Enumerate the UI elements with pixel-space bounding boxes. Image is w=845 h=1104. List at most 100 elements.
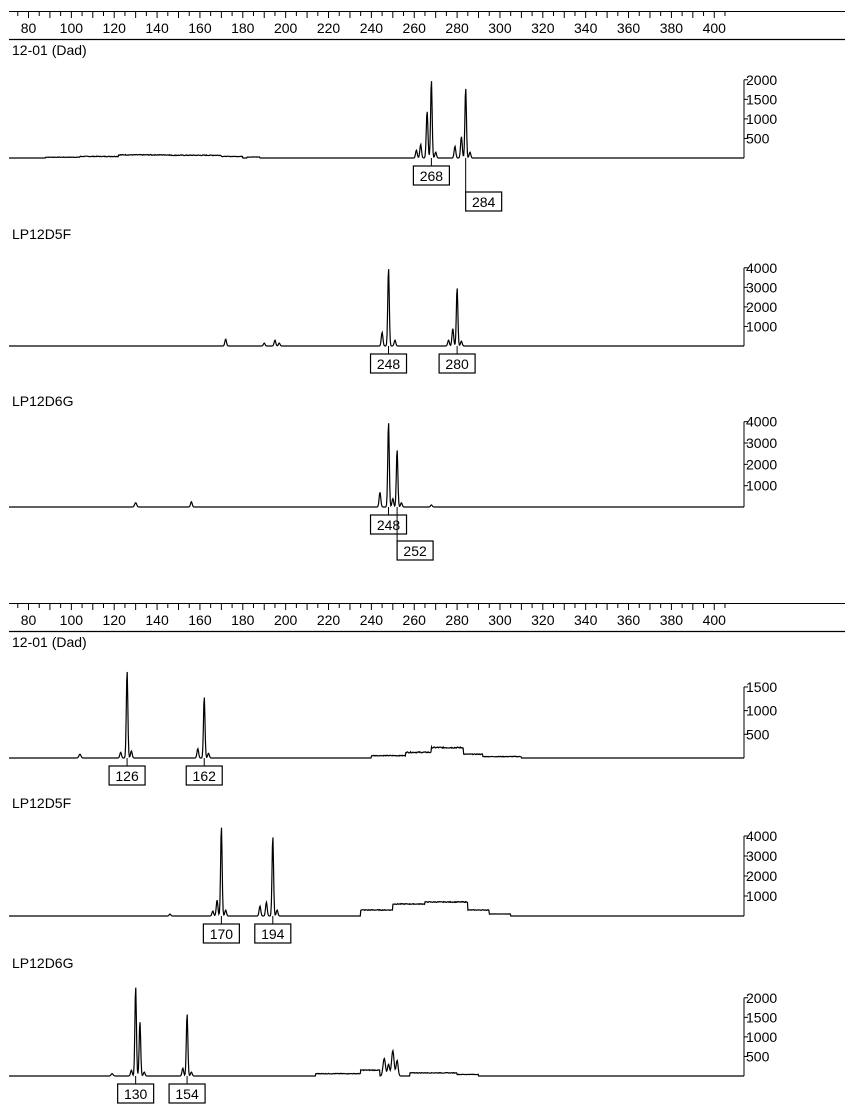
trace-lp12d5f: LP12D5F 4000 3000 2000 1000 248 280	[9, 226, 777, 374]
peak-label-box	[396, 540, 434, 561]
y-tick-label: 500	[746, 726, 770, 742]
x-tick-label: 300	[488, 612, 512, 628]
y-tick-label: 3000	[746, 848, 777, 864]
x-tick-label: 260	[403, 612, 427, 628]
peak-label-text: 248	[377, 356, 401, 372]
x-tick-label: 400	[703, 20, 727, 36]
x-tick-label: 280	[445, 20, 469, 36]
y-tick-label: 1000	[746, 478, 777, 494]
series-label: LP12D5F	[12, 226, 71, 242]
x-tick-label: 400	[703, 612, 727, 628]
x-tick-label: 320	[531, 612, 555, 628]
x-tick-label: 340	[574, 20, 598, 36]
peak-label-box	[369, 353, 408, 374]
y-tick-label: 500	[746, 1048, 770, 1064]
peak-label: 162	[185, 758, 223, 786]
peak-label: 252	[396, 507, 434, 561]
x-tick-label: 240	[360, 612, 384, 628]
x-tick-label: 360	[617, 612, 641, 628]
trace-line	[9, 987, 744, 1077]
peak-label-text: 126	[115, 768, 139, 784]
y-tick-label: 4000	[746, 828, 777, 844]
trace-lp12d6g: LP12D6G 2000 1500 1000 500 130 154	[9, 955, 777, 1104]
x-tick-label: 200	[274, 20, 298, 36]
peak-label: 130	[117, 1076, 155, 1104]
peak-label-box	[465, 191, 503, 212]
x-tick-label: 140	[145, 612, 169, 628]
y-tick-label: 4000	[746, 414, 777, 430]
peak-label-text: 162	[193, 768, 217, 784]
x-tick-label: 120	[103, 612, 127, 628]
x-tick-label: 140	[145, 20, 169, 36]
peak-label-text: 154	[175, 1086, 199, 1102]
y-tick-label: 500	[746, 130, 770, 146]
peak-label: 126	[108, 758, 146, 786]
trace-12-01-dad-: 12-01 (Dad) 2000 1500 1000 500 268 284	[9, 42, 777, 212]
x-tick-label: 240	[360, 20, 384, 36]
y-tick-label: 4000	[746, 260, 777, 276]
peak-label-box	[438, 353, 476, 374]
y-tick-label: 1500	[746, 679, 777, 695]
peak-label: 248	[369, 346, 408, 374]
peak-label-text: 130	[124, 1086, 148, 1102]
y-tick-label: 1500	[746, 1009, 777, 1025]
series-label: LP12D6G	[12, 393, 73, 409]
x-tick-label: 100	[60, 20, 84, 36]
peak-label-text: 268	[420, 168, 444, 184]
peak-label-box	[168, 1083, 206, 1104]
peak-label-text: 252	[403, 543, 427, 559]
y-tick-label: 1000	[746, 318, 777, 334]
x-tick-label: 380	[660, 20, 684, 36]
y-tick-label: 2000	[746, 456, 777, 472]
x-tick-label: 220	[317, 20, 341, 36]
x-tick-label: 380	[660, 612, 684, 628]
chart-panel-top: 80 100 120 140 160 180 200 220 240 260 280 300 320 34…	[9, 11, 845, 561]
x-tick-label: 320	[531, 20, 555, 36]
x-tick-label: 200	[274, 612, 298, 628]
x-tick-label: 300	[488, 20, 512, 36]
y-tick-label: 1000	[746, 111, 777, 127]
peak-label: 170	[202, 916, 240, 944]
x-tick-label: 280	[445, 612, 469, 628]
trace-lp12d6g: LP12D6G 4000 3000 2000 1000 248 252	[9, 393, 777, 561]
trace-line	[9, 81, 744, 159]
peak-label: 248	[369, 507, 408, 535]
x-tick-label: 100	[60, 612, 84, 628]
peak-label: 154	[168, 1076, 206, 1104]
trace-lp12d5f: LP12D5F 4000 3000 2000 1000 170 194	[9, 795, 777, 944]
peak-label-box	[117, 1083, 155, 1104]
peak-label-box	[202, 923, 240, 944]
peak-label-box	[412, 165, 450, 186]
y-tick-label: 1000	[746, 1029, 777, 1045]
trace-12-01-dad-: 12-01 (Dad) 1500 1000 500 126 162	[9, 634, 777, 786]
peak-label: 284	[465, 158, 503, 212]
x-tick-label: 160	[188, 20, 212, 36]
x-tick-label: 160	[188, 612, 212, 628]
peak-label-text: 170	[210, 926, 234, 942]
trace-line	[9, 269, 744, 347]
trace-line	[9, 671, 744, 759]
x-tick-label: 180	[231, 612, 255, 628]
series-label: 12-01 (Dad)	[12, 42, 87, 58]
x-tick-label: 260	[403, 20, 427, 36]
x-tick-label: 80	[21, 612, 37, 628]
series-label: LP12D5F	[12, 795, 71, 811]
peak-label: 194	[254, 916, 292, 944]
y-tick-label: 3000	[746, 435, 777, 451]
x-tick-label: 80	[21, 20, 37, 36]
x-tick-label: 340	[574, 612, 598, 628]
x-tick-label: 180	[231, 20, 255, 36]
y-tick-label: 2000	[746, 990, 777, 1006]
series-label: 12-01 (Dad)	[12, 634, 87, 650]
y-tick-label: 1000	[746, 703, 777, 719]
x-tick-label: 220	[317, 612, 341, 628]
y-tick-label: 1000	[746, 888, 777, 904]
peak-label-box	[254, 923, 292, 944]
peak-label-text: 284	[472, 194, 496, 210]
y-tick-label: 2000	[746, 72, 777, 88]
peak-label-box	[185, 765, 223, 786]
trace-line	[9, 827, 744, 917]
y-tick-label: 2000	[746, 868, 777, 884]
peak-label-text: 194	[261, 926, 285, 942]
